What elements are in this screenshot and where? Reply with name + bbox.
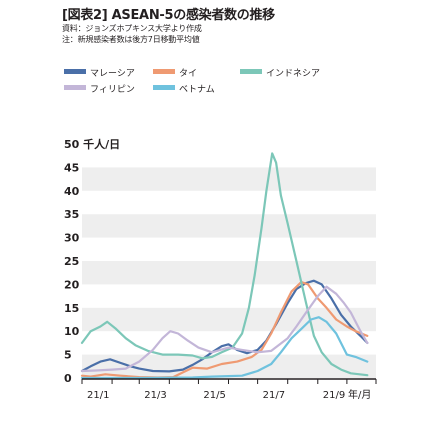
legend-label-thailand: タイ (179, 68, 197, 79)
series-line-vietnam (80, 316, 369, 380)
x-tick-label: 21/5 (203, 390, 225, 401)
grid-band (82, 354, 376, 378)
grid-band (82, 261, 376, 285)
legend-swatch-vietnam (153, 85, 175, 90)
footnote: 注：新規感染者数は後方7日移動平均値 (62, 35, 200, 44)
y-tick-label: 40 (64, 185, 80, 198)
y-unit-label: 50 千人/日 (64, 137, 120, 151)
x-tick-label: 21/7 (263, 390, 285, 401)
chart-header: [図表2] ASEAN-5の感染者数の推移 資料：ジョンズホプキンス大学より作成… (62, 8, 432, 45)
y-tick-label: 25 (64, 255, 79, 268)
x-tick-label: 21/9 (323, 390, 345, 401)
x-tick-label: 21/1 (87, 390, 109, 401)
series-line-philippines (80, 285, 369, 373)
legend-label-indonesia: インドネシア (266, 68, 320, 79)
series-line-indonesia (80, 152, 369, 377)
y-tick-label: 35 (64, 208, 79, 221)
y-tick-label: 0 (64, 372, 72, 385)
legend-swatch-malaysia (64, 69, 86, 74)
y-tick-label: 20 (64, 278, 80, 291)
chart-title: [図表2] ASEAN-5の感染者数の推移 (62, 8, 275, 23)
grid-band (82, 307, 376, 332)
y-tick-label: 15 (64, 302, 79, 315)
x-unit-label: 年/月 (348, 388, 371, 401)
legend-label-vietnam: ベトナム (179, 84, 215, 95)
legend-label-malaysia: マレーシア (90, 69, 135, 79)
source-note: 資料：ジョンズホプキンス大学より作成 (62, 24, 202, 33)
legend-swatch-thailand (153, 69, 175, 74)
y-tick-label: 5 (64, 349, 72, 362)
y-tick-label: 45 (64, 161, 79, 174)
grid-band (82, 214, 376, 238)
y-tick-label: 30 (64, 232, 80, 245)
legend-label-philippines: フィリピン (90, 84, 135, 95)
grid-band (82, 167, 376, 191)
x-tick-label: 21/3 (144, 390, 166, 401)
legend-swatch-indonesia (240, 69, 262, 74)
y-tick-label: 10 (64, 325, 80, 338)
legend-swatch-philippines (64, 85, 86, 90)
